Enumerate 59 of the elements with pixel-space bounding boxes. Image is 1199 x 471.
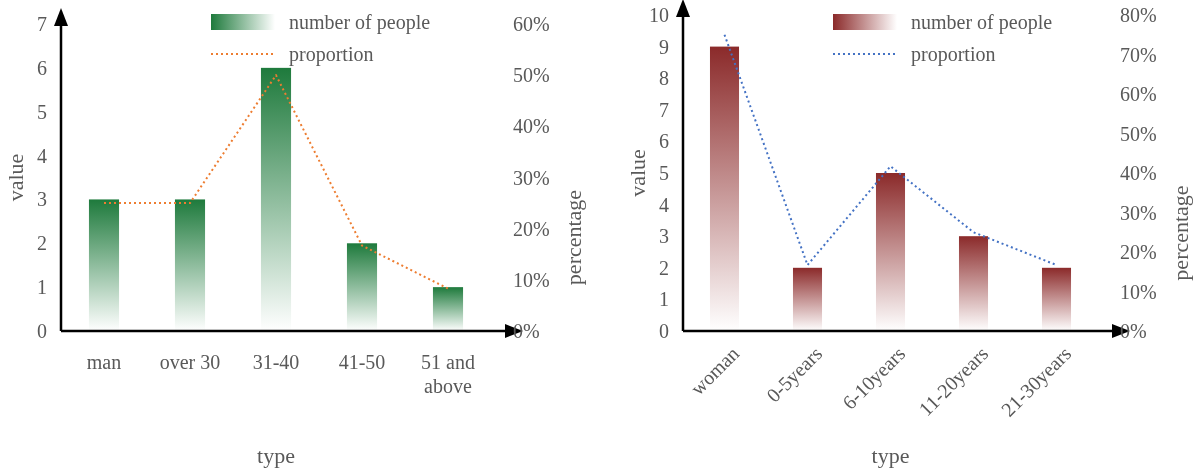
y-tick-label: 4 bbox=[37, 144, 47, 167]
y2-tick-label: 20% bbox=[513, 217, 550, 240]
y2-tick-label: 10% bbox=[1120, 280, 1157, 303]
bar bbox=[1041, 267, 1072, 331]
y-tick-label: 2 bbox=[659, 256, 669, 279]
y2-tick-label: 10% bbox=[513, 268, 550, 291]
legend-label: proportion bbox=[289, 43, 374, 66]
y2-tick-label: 20% bbox=[1120, 241, 1157, 263]
y-tick-label: 9 bbox=[659, 35, 669, 58]
y-tick-label: 0 bbox=[659, 320, 669, 342]
y2-tick-label: 70% bbox=[1120, 43, 1157, 66]
y-tick-label: 6 bbox=[37, 56, 47, 79]
y-axis-title: value bbox=[625, 149, 650, 197]
x-tick-label: 31-40 bbox=[252, 351, 300, 373]
bar bbox=[174, 199, 206, 331]
bar bbox=[346, 243, 378, 331]
x-tick-label: 41-50 bbox=[338, 351, 386, 373]
y2-axis-title: percentage bbox=[561, 189, 586, 286]
y-tick-label: 0 bbox=[37, 320, 47, 342]
y2-tick-label: 30% bbox=[513, 166, 550, 189]
y-tick-label: 3 bbox=[37, 188, 47, 211]
y2-tick-label: 60% bbox=[513, 13, 550, 35]
y-tick-label: 5 bbox=[659, 162, 669, 184]
x-tick-label: 51 and above bbox=[421, 351, 475, 397]
y2-tick-label: 50% bbox=[1120, 122, 1157, 145]
y2-tick-label: 80% bbox=[1120, 4, 1157, 26]
y-tick-label: 3 bbox=[659, 225, 669, 248]
y2-tick-label: 0% bbox=[1120, 320, 1147, 342]
y-tick-label: 7 bbox=[37, 13, 47, 35]
y2-tick-label: 30% bbox=[1120, 201, 1157, 224]
bar bbox=[88, 199, 120, 331]
y-tick-label: 2 bbox=[37, 232, 47, 255]
legend-label: number of people bbox=[289, 11, 431, 34]
line-series bbox=[723, 33, 1058, 267]
x-tick-label: over 30 bbox=[159, 351, 221, 373]
y-tick-label: 7 bbox=[659, 98, 669, 121]
y2-axis-title: percentage bbox=[1168, 185, 1193, 281]
y2-tick-label: 40% bbox=[1120, 162, 1157, 184]
y-tick-label: 4 bbox=[659, 193, 669, 216]
x-tick-label: man bbox=[86, 351, 122, 373]
bar bbox=[958, 236, 989, 331]
y2-tick-label: 40% bbox=[513, 115, 550, 138]
x-axis-title: type bbox=[257, 443, 295, 468]
y2-tick-label: 0% bbox=[513, 320, 540, 342]
y-axis-title: value bbox=[3, 153, 28, 202]
y-tick-label: 1 bbox=[659, 288, 669, 311]
legend-label: number of people bbox=[911, 11, 1053, 34]
line-series bbox=[103, 74, 449, 290]
y-tick-label: 1 bbox=[37, 276, 47, 299]
y-tick-label: 8 bbox=[659, 67, 669, 90]
bar bbox=[432, 287, 464, 331]
y-tick-label: 10 bbox=[649, 4, 669, 26]
bar bbox=[792, 267, 823, 331]
y-tick-label: 5 bbox=[37, 100, 47, 123]
legend-label: proportion bbox=[911, 43, 996, 66]
y2-tick-label: 60% bbox=[1120, 83, 1157, 105]
y-tick-label: 6 bbox=[659, 130, 669, 153]
y2-tick-label: 50% bbox=[513, 64, 550, 87]
x-axis-title: type bbox=[871, 443, 910, 468]
